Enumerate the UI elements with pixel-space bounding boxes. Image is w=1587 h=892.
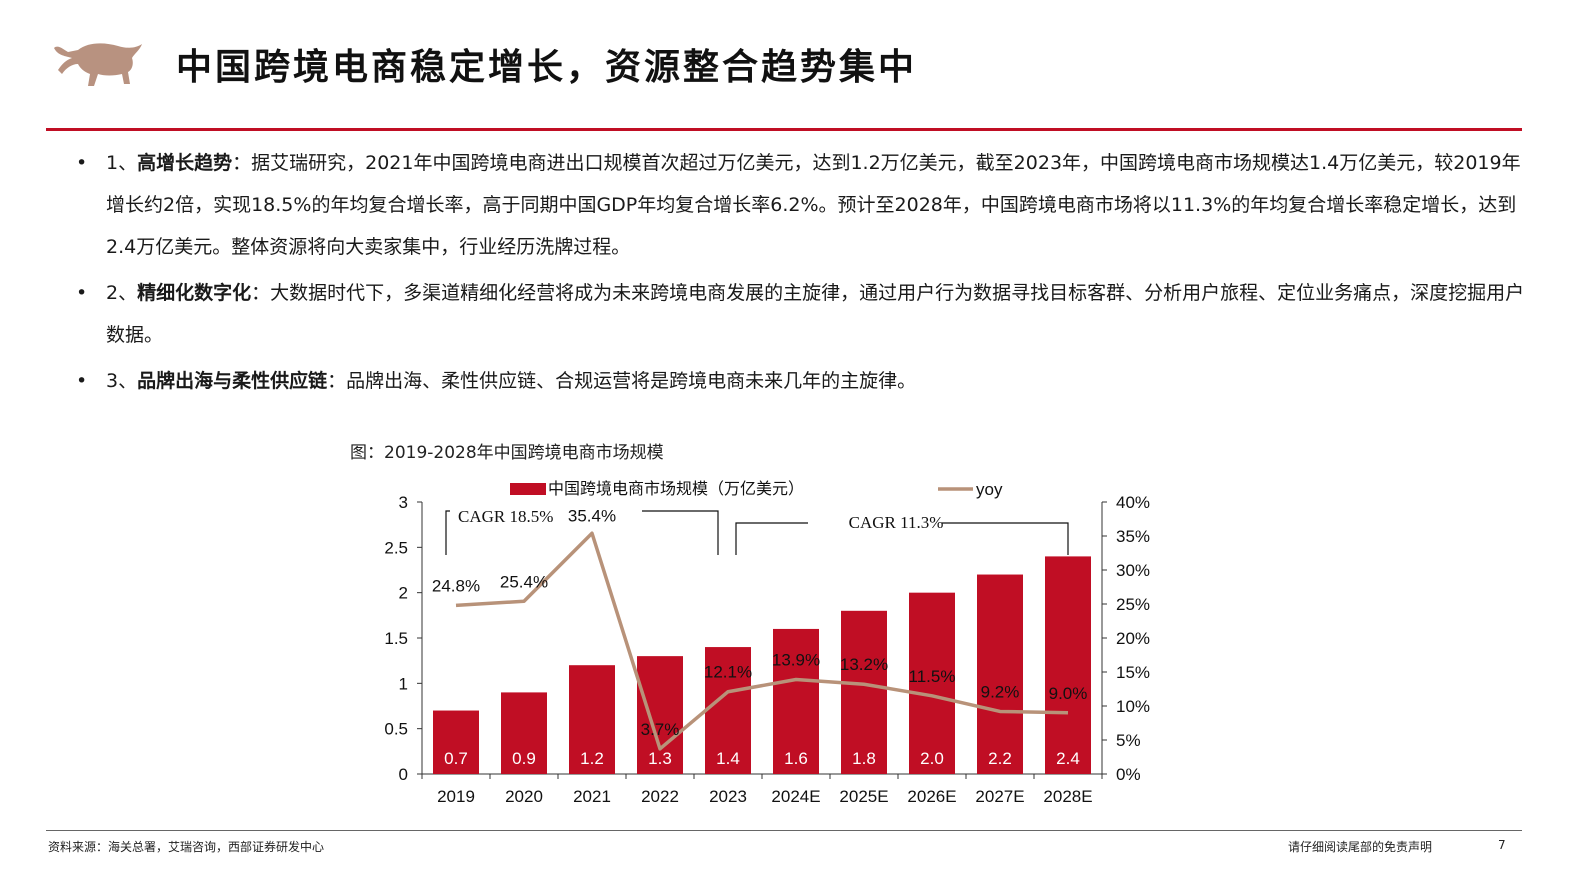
bar [1045, 556, 1091, 774]
y-right-tick-label: 15% [1116, 663, 1150, 682]
bar-value-label: 2.0 [920, 749, 944, 768]
bar [841, 610, 887, 774]
bar [977, 574, 1023, 774]
x-tick-label: 2020 [505, 787, 543, 806]
cagr-label: CAGR 11.3% [849, 513, 944, 532]
legend-line-label: yoy [976, 480, 1003, 499]
bullet-heading: 精细化数字化 [137, 282, 252, 304]
x-tick-label: 2026E [907, 787, 956, 806]
bar-value-label: 0.7 [444, 749, 468, 768]
y-left-tick-label: 2.5 [384, 538, 408, 557]
y-left-tick-label: 0 [399, 765, 408, 784]
x-tick-label: 2021 [573, 787, 611, 806]
y-left-tick-label: 1.5 [384, 629, 408, 648]
disclaimer-note: 请仔细阅读尾部的免责声明 [1288, 840, 1433, 854]
y-left-tick-label: 1 [399, 674, 408, 693]
bullet-heading: 品牌出海与柔性供应链 [137, 370, 328, 392]
bar-value-label: 1.6 [784, 749, 808, 768]
market-size-chart: 00.511.522.530%5%10%15%20%25%30%35%40%0.… [384, 479, 1150, 806]
title-divider [46, 128, 1522, 131]
legend-bar-swatch [510, 483, 546, 495]
footer-divider [46, 830, 1522, 831]
bullet-heading: 高增长趋势 [137, 152, 233, 174]
yoy-value-label: 12.1% [704, 663, 752, 682]
yoy-value-label: 13.2% [840, 655, 888, 674]
bar-value-label: 1.3 [648, 749, 672, 768]
y-right-tick-label: 10% [1116, 697, 1150, 716]
bullet-item-brand: • 3、品牌出海与柔性供应链：品牌出海、柔性供应链、合规运营将是跨境电商未来几年… [76, 360, 1536, 402]
bar [705, 647, 751, 774]
source-note: 资料来源：海关总署，艾瑞咨询，西部证券研发中心 [48, 840, 325, 854]
figure-caption: 图：2019-2028年中国跨境电商市场规模 [350, 443, 664, 463]
cagr-bracket-left [445, 510, 450, 555]
y-right-tick-label: 20% [1116, 629, 1150, 648]
bullet-item-digital: • 2、精细化数字化：大数据时代下，多渠道精细化经营将成为未来跨境电商发展的主旋… [76, 272, 1536, 356]
y-left-tick-label: 2 [399, 584, 408, 603]
bullet-number: 2、 [106, 282, 138, 304]
yoy-value-label: 9.2% [981, 682, 1020, 701]
cagr-bracket-right-end [942, 522, 1069, 555]
bullet-dot: • [76, 152, 88, 174]
y-right-tick-label: 40% [1116, 493, 1150, 512]
x-tick-label: 2025E [839, 787, 888, 806]
legend-bar-label: 中国跨境电商市场规模（万亿美元） [548, 479, 804, 498]
cagr-label: CAGR 18.5% [458, 507, 553, 526]
y-left-tick-label: 3 [399, 493, 408, 512]
bullet-item-growth: • 1、高增长趋势：据艾瑞研究，2021年中国跨境电商进出口规模首次超过万亿美元… [76, 142, 1536, 268]
y-right-tick-label: 35% [1116, 527, 1150, 546]
x-tick-label: 2027E [975, 787, 1024, 806]
yoy-value-label: 13.9% [772, 650, 820, 669]
yoy-value-label: 11.5% [909, 667, 956, 686]
y-right-tick-label: 25% [1116, 595, 1150, 614]
cagr-bracket-left-end [642, 510, 719, 555]
bar [909, 592, 955, 774]
bullet-text: ：品牌出海、柔性供应链、合规运营将是跨境电商未来几年的主旋律。 [327, 370, 917, 392]
bar [501, 692, 547, 774]
yoy-value-label: 25.4% [500, 572, 548, 591]
bar-value-label: 0.9 [512, 749, 536, 768]
yoy-line [455, 531, 1069, 751]
bullet-number: 3、 [106, 370, 138, 392]
y-right-tick-label: 0% [1116, 765, 1141, 784]
y-right-tick-label: 5% [1116, 731, 1141, 750]
bullet-number: 1、 [106, 152, 138, 174]
yoy-value-label: 35.4% [568, 506, 616, 525]
bullet-dot: • [76, 370, 88, 392]
bull-logo-icon [54, 43, 142, 86]
page-number: 7 [1498, 838, 1506, 852]
x-tick-label: 2019 [437, 787, 475, 806]
yoy-value-label: 9.0% [1049, 684, 1088, 703]
yoy-value-label: 3.7% [641, 720, 680, 739]
cagr-bracket-right [735, 522, 808, 555]
bar [569, 665, 615, 774]
x-tick-label: 2022 [641, 787, 679, 806]
bar-value-label: 1.4 [716, 749, 740, 768]
bullet-dot: • [76, 282, 88, 304]
bar [433, 710, 479, 774]
bar [637, 656, 683, 774]
bar-value-label: 1.2 [580, 749, 604, 768]
bar-value-label: 2.2 [988, 749, 1012, 768]
y-left-tick-label: 0.5 [384, 720, 408, 739]
bar-value-label: 2.4 [1056, 749, 1080, 768]
x-tick-label: 2024E [771, 787, 820, 806]
page-title: 中国跨境电商稳定增长，资源整合趋势集中 [176, 46, 918, 88]
bar-value-label: 1.8 [852, 749, 876, 768]
yoy-value-label: 24.8% [432, 576, 480, 595]
bar [773, 628, 819, 774]
y-right-tick-label: 30% [1116, 561, 1150, 580]
bullet-text: ：据艾瑞研究，2021年中国跨境电商进出口规模首次超过万亿美元，达到1.2万亿美… [106, 152, 1521, 258]
x-tick-label: 2028E [1043, 787, 1092, 806]
bullet-text: ：大数据时代下，多渠道精细化经营将成为未来跨境电商发展的主旋律，通过用户行为数据… [106, 282, 1525, 346]
bullet-list: • 1、高增长趋势：据艾瑞研究，2021年中国跨境电商进出口规模首次超过万亿美元… [76, 142, 1536, 406]
x-tick-label: 2023 [709, 787, 747, 806]
